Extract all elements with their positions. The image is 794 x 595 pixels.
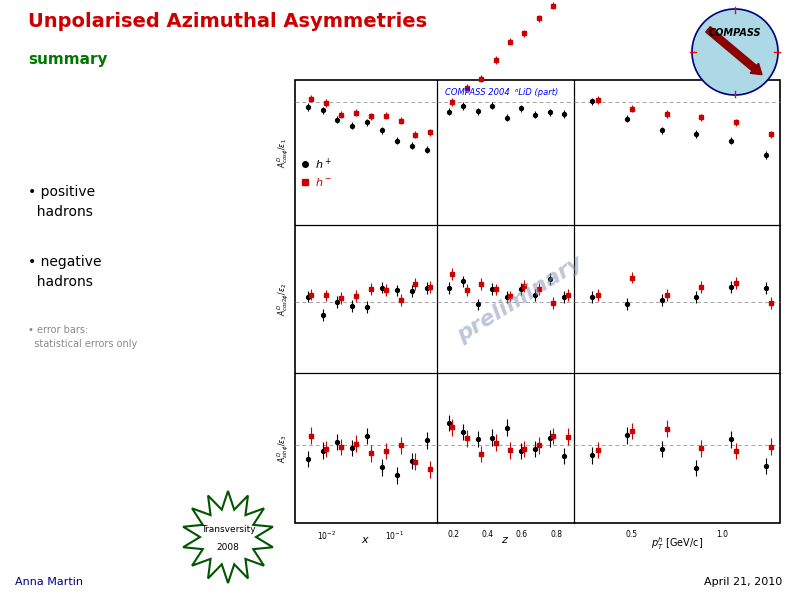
Text: $p_T^h$ [GeV/c]: $p_T^h$ [GeV/c] xyxy=(651,535,703,552)
Text: $x$: $x$ xyxy=(361,535,370,545)
Text: preliminary: preliminary xyxy=(453,252,587,346)
Text: • positive
  hadrons: • positive hadrons xyxy=(28,185,95,218)
Text: • error bars:
  statistical errors only: • error bars: statistical errors only xyxy=(28,325,137,349)
Text: 0.5: 0.5 xyxy=(626,530,638,539)
FancyArrow shape xyxy=(706,27,762,74)
Text: COMPASS: COMPASS xyxy=(709,27,761,37)
Text: $A^D_{sin\phi}/\epsilon_3$: $A^D_{sin\phi}/\epsilon_3$ xyxy=(276,434,291,462)
Text: $10^{-1}$: $10^{-1}$ xyxy=(384,530,403,543)
Bar xyxy=(295,80,780,523)
Text: 0.6: 0.6 xyxy=(515,530,528,539)
Text: summary: summary xyxy=(28,52,107,67)
Text: 1.0: 1.0 xyxy=(716,530,728,539)
Text: Transversity: Transversity xyxy=(201,525,256,534)
Text: • negative
  hadrons: • negative hadrons xyxy=(28,255,102,289)
Text: $10^{-2}$: $10^{-2}$ xyxy=(317,530,336,543)
Text: $h^-$: $h^-$ xyxy=(315,176,332,188)
Text: April 21, 2010: April 21, 2010 xyxy=(703,577,782,587)
Text: $h^+$: $h^+$ xyxy=(315,156,332,172)
Text: $A^D_{cos2\phi}/\epsilon_2$: $A^D_{cos2\phi}/\epsilon_2$ xyxy=(276,283,291,316)
Text: 0.8: 0.8 xyxy=(550,530,562,539)
Text: $z$: $z$ xyxy=(501,535,509,545)
Polygon shape xyxy=(183,491,273,583)
Circle shape xyxy=(692,9,778,95)
Text: COMPASS 2004  ⁶LiD (part): COMPASS 2004 ⁶LiD (part) xyxy=(445,88,558,97)
Text: Anna Martin: Anna Martin xyxy=(15,577,83,587)
Text: $A^D_{cos\phi}/\epsilon_1$: $A^D_{cos\phi}/\epsilon_1$ xyxy=(276,137,291,168)
Text: 0.2: 0.2 xyxy=(447,530,459,539)
Text: 0.4: 0.4 xyxy=(481,530,493,539)
Text: 2008: 2008 xyxy=(217,543,240,552)
Text: Unpolarised Azimuthal Asymmetries: Unpolarised Azimuthal Asymmetries xyxy=(28,12,427,31)
